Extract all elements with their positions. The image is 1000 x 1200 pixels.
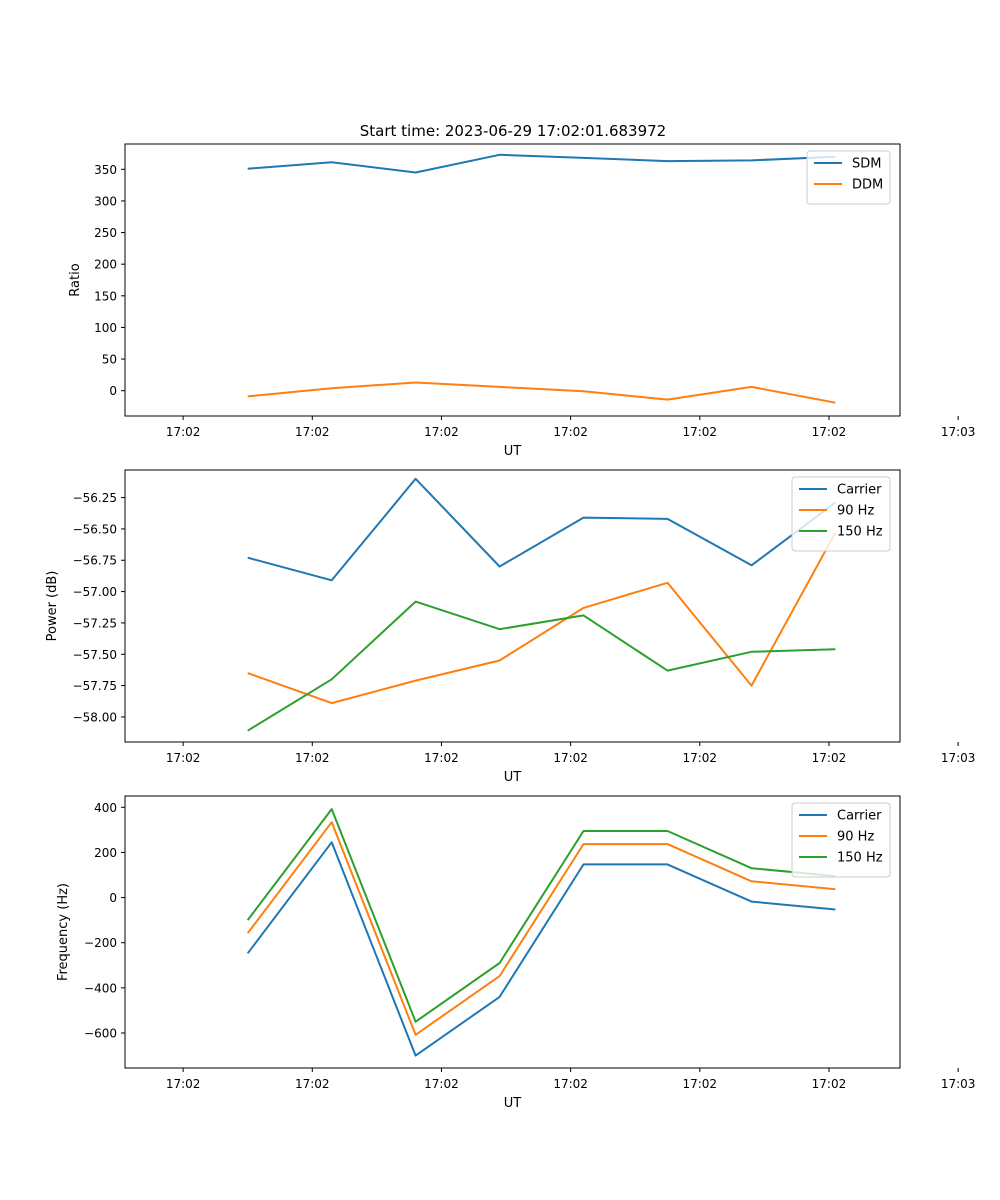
y-tick-label: 0	[109, 384, 117, 398]
x-tick-label: 17:02	[682, 425, 717, 439]
x-tick-label: 17:02	[682, 1077, 717, 1091]
x-tick-label: 17:02	[166, 1077, 201, 1091]
y-tick-label: 200	[94, 258, 117, 272]
legend-label-ddm: DDM	[852, 178, 883, 193]
legend-box	[791, 476, 891, 552]
y-axis-label: Ratio	[68, 263, 83, 296]
figure-title: Start time: 2023-06-29 17:02:01.683972	[360, 122, 666, 140]
series-line-150-hz	[246, 808, 836, 1023]
y-tick-label: 200	[94, 846, 117, 860]
y-tick-label: 400	[94, 801, 117, 815]
series-line-ddm	[247, 381, 836, 404]
axes-frame	[124, 795, 901, 1069]
legend-label-carrier: Carrier	[837, 809, 882, 824]
x-tick-label: 17:02	[553, 425, 588, 439]
y-tick-label: −57.75	[73, 679, 117, 693]
series-line-90-hz	[247, 532, 837, 705]
subplot-frequency: 17:02 17:02 17:02 17:02 17:02 17:02 17:03 −600 −…	[56, 795, 976, 1111]
y-tick-label: 150	[94, 289, 117, 303]
legend-box	[806, 150, 891, 205]
y-tick-label: −57.25	[73, 616, 117, 630]
legend-box	[791, 802, 891, 878]
y-tick-label: −600	[84, 1027, 117, 1041]
y-tick-label: −56.25	[73, 491, 117, 505]
y-tick-label: −400	[84, 981, 117, 995]
x-tick-label: 17:03	[941, 425, 976, 439]
subplot-power: 17:02 17:02 17:02 17:02 17:02 17:02 17:03 −58.0…	[45, 469, 976, 785]
x-tick-label: 17:02	[166, 425, 201, 439]
legend-label-150-hz: 150 Hz	[837, 851, 883, 866]
x-axis-label: UT	[504, 1096, 522, 1111]
y-axis-label: Power (dB)	[45, 571, 60, 642]
series-line-sdm	[247, 153, 836, 174]
x-tick-label: 17:03	[941, 1077, 976, 1091]
y-tick-label: 350	[94, 163, 117, 177]
series-line-carrier	[246, 841, 836, 1057]
series-line-90-hz	[246, 821, 836, 1036]
legend-label-150-hz: 150 Hz	[837, 525, 883, 540]
legend-label-carrier: Carrier	[837, 483, 882, 498]
y-tick-label: 300	[94, 194, 117, 208]
subplot-ratio: 17:02 17:02 17:02 17:02 17:02 17:02 17:03 0 50 10…	[68, 143, 976, 459]
series-line-carrier	[247, 477, 836, 582]
x-tick-label: 17:02	[424, 1077, 459, 1091]
y-tick-label: −200	[84, 936, 117, 950]
x-tick-label: 17:02	[295, 751, 330, 765]
x-axis-label: UT	[504, 770, 522, 785]
x-tick-label: 17:02	[553, 751, 588, 765]
legend-label-90-hz: 90 Hz	[837, 504, 874, 519]
x-tick-label: 17:02	[166, 751, 201, 765]
x-tick-label: 17:02	[295, 1077, 330, 1091]
x-tick-label: 17:02	[424, 425, 459, 439]
y-tick-label: −56.75	[73, 554, 117, 568]
legend-label-90-hz: 90 Hz	[837, 830, 874, 845]
x-tick-label: 17:02	[812, 751, 847, 765]
y-tick-label: 0	[109, 891, 117, 905]
axes-frame	[124, 143, 901, 417]
x-tick-label: 17:02	[812, 1077, 847, 1091]
x-tick-label: 17:02	[812, 425, 847, 439]
x-tick-label: 17:02	[682, 751, 717, 765]
x-tick-label: 17:02	[553, 1077, 588, 1091]
series-line-150-hz	[247, 600, 836, 732]
y-axis-label: Frequency (Hz)	[56, 883, 71, 981]
legend-label-sdm: SDM	[852, 157, 881, 172]
axes-frame	[124, 469, 901, 743]
y-tick-label: −57.00	[73, 585, 117, 599]
y-tick-label: −57.50	[73, 648, 117, 662]
y-tick-label: −56.50	[73, 522, 117, 536]
x-tick-label: 17:03	[941, 751, 976, 765]
y-tick-label: 100	[94, 321, 117, 335]
y-tick-label: −58.00	[73, 710, 117, 724]
x-axis-label: UT	[504, 444, 522, 459]
y-tick-label: 250	[94, 226, 117, 240]
x-tick-label: 17:02	[424, 751, 459, 765]
x-tick-label: 17:02	[295, 425, 330, 439]
y-tick-label: 50	[102, 353, 117, 367]
